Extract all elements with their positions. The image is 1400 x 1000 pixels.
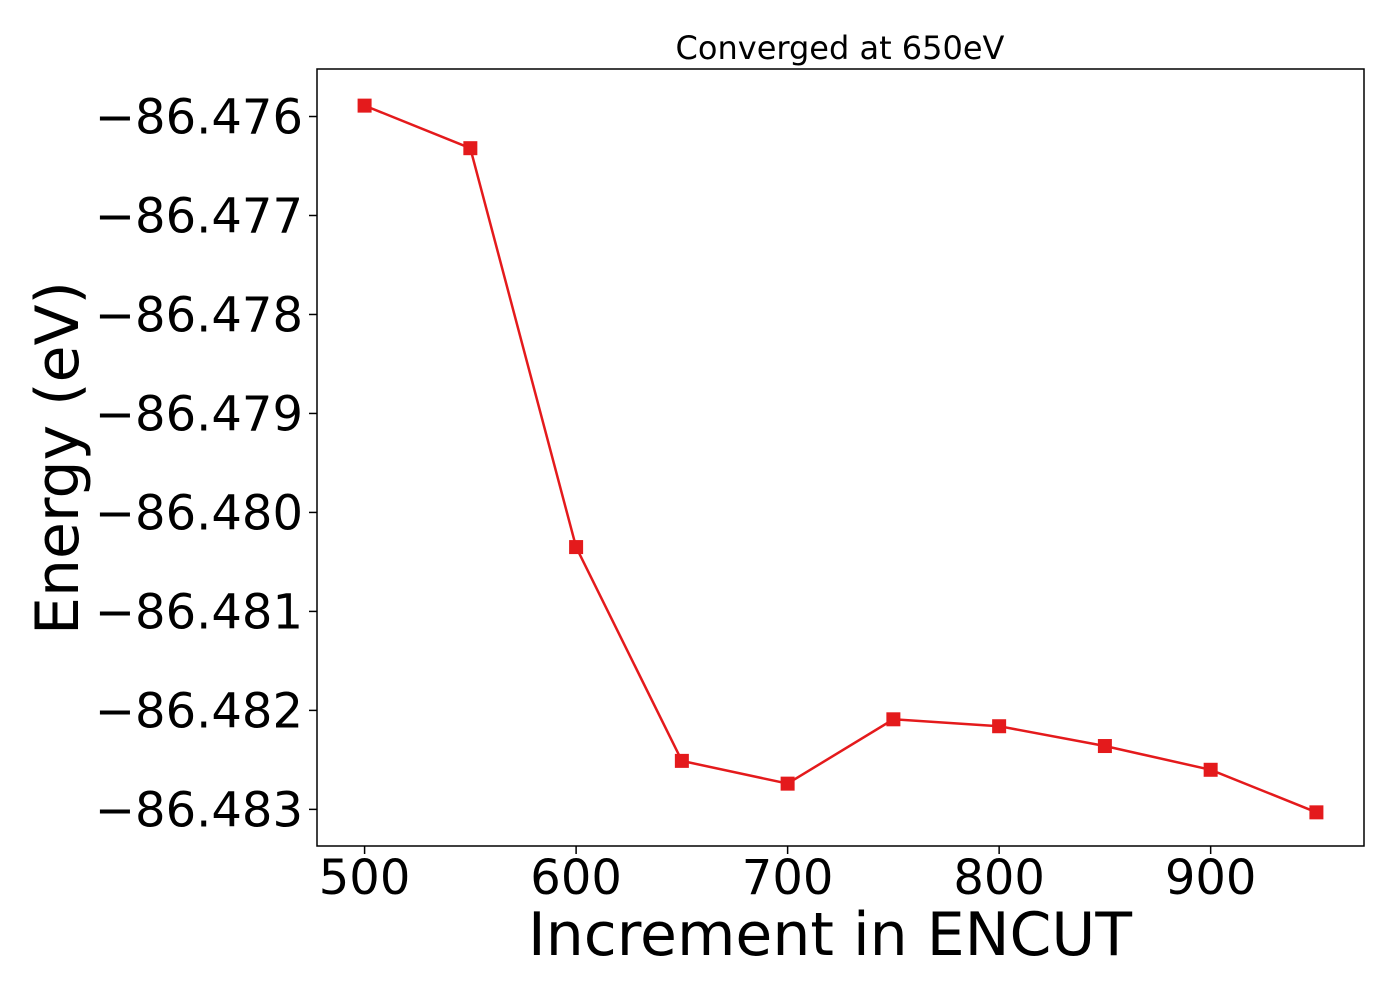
y-axis-label: Energy (eV): [23, 281, 93, 635]
data-point: [1097, 739, 1112, 754]
plot-area: [316, 68, 1365, 847]
chart-title: Converged at 650eV: [676, 29, 1005, 67]
x-tick-label: 900: [1165, 850, 1257, 906]
data-point: [886, 712, 901, 727]
x-tick-label: 700: [742, 850, 834, 906]
data-point: [780, 776, 795, 791]
data-point: [1203, 762, 1218, 777]
y-tick-label: −86.477: [95, 188, 303, 244]
x-axis-label: Increment in ENCUT: [528, 900, 1132, 970]
y-tick-label: −86.476: [95, 90, 303, 146]
y-tick-label: −86.481: [95, 584, 303, 640]
series-line: [364, 104, 1317, 814]
x-tick-label: 800: [953, 850, 1045, 906]
data-point: [569, 540, 584, 555]
x-tick-label: 600: [530, 850, 622, 906]
y-axis: −86.476 −86.477 −86.478 −86.479 −86.480 −86.4…: [95, 90, 317, 838]
y-tick-label: −86.480: [95, 485, 303, 541]
y-tick-label: −86.478: [95, 287, 303, 343]
data-point: [992, 719, 1007, 734]
y-tick-label: −86.479: [95, 386, 303, 442]
x-tick-label: 500: [319, 850, 411, 906]
data-point: [1309, 805, 1324, 820]
x-axis: 500 600 700 800 900: [319, 846, 1257, 906]
data-point: [463, 141, 478, 156]
data-point: [357, 98, 372, 113]
series-markers: [357, 98, 1324, 820]
y-tick-label: −86.482: [95, 683, 303, 739]
data-point: [674, 753, 689, 768]
y-tick-label: −86.483: [95, 782, 303, 838]
